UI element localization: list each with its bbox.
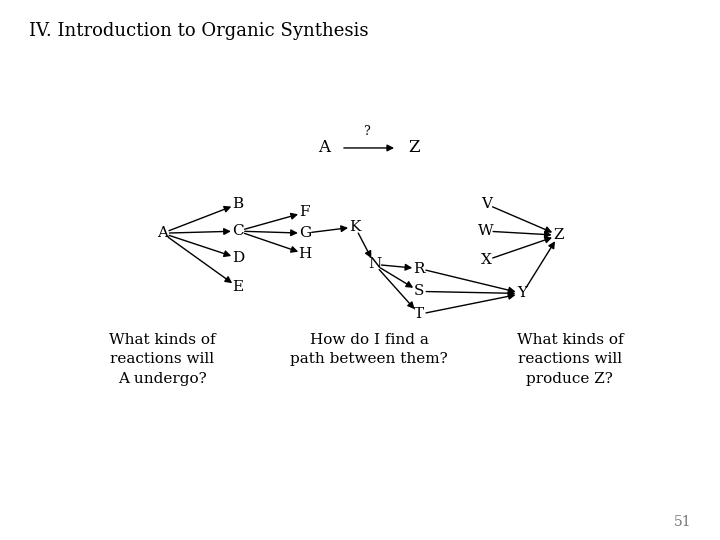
Text: Z: Z <box>408 139 419 157</box>
Text: What kinds of
reactions will
produce Z?: What kinds of reactions will produce Z? <box>516 333 624 386</box>
Text: Z: Z <box>554 228 564 242</box>
Text: F: F <box>300 205 310 219</box>
Text: G: G <box>299 226 311 240</box>
Text: R: R <box>413 261 425 275</box>
Text: X: X <box>481 253 492 267</box>
Text: T: T <box>414 307 424 321</box>
Text: A: A <box>157 226 168 240</box>
Text: S: S <box>414 285 424 299</box>
Text: How do I find a
path between them?: How do I find a path between them? <box>290 333 448 367</box>
Text: Y: Y <box>518 287 528 300</box>
Text: ?: ? <box>363 125 369 138</box>
Text: K: K <box>349 220 361 234</box>
Text: N: N <box>368 258 381 272</box>
Text: H: H <box>298 247 312 261</box>
Text: E: E <box>233 280 243 294</box>
Text: 51: 51 <box>674 515 691 529</box>
Text: IV. Introduction to Organic Synthesis: IV. Introduction to Organic Synthesis <box>29 22 369 39</box>
Text: W: W <box>478 224 494 238</box>
Text: D: D <box>232 251 244 265</box>
Text: A: A <box>318 139 330 157</box>
Text: B: B <box>233 197 243 211</box>
Text: V: V <box>481 197 492 211</box>
Text: What kinds of
reactions will
A undergo?: What kinds of reactions will A undergo? <box>109 333 216 386</box>
Text: C: C <box>232 224 243 238</box>
